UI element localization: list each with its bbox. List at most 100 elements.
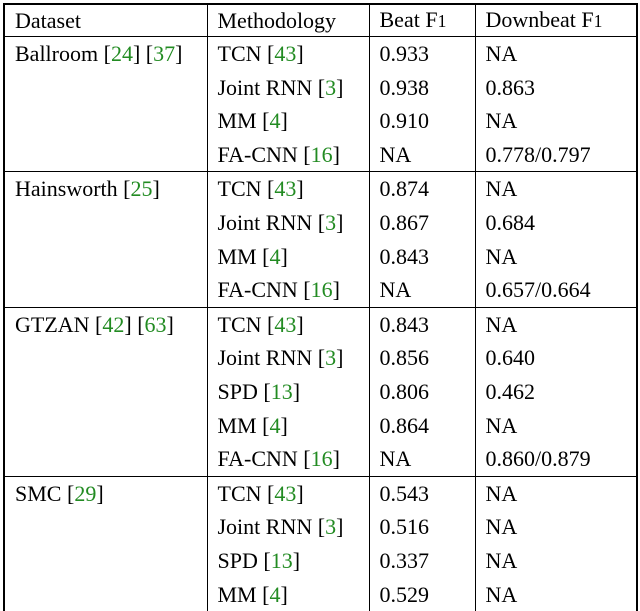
bracket: ] xyxy=(96,480,104,506)
method-cell: Joint RNN [3] xyxy=(206,341,370,375)
bracket: [ xyxy=(267,311,275,337)
downbeat-f1-value: NA xyxy=(474,171,638,206)
citation-number[interactable]: 4 xyxy=(269,581,281,607)
table-row: GTZAN [42] [63] TCN [43] 0.843 NA xyxy=(3,306,638,477)
bracket: ] xyxy=(175,41,183,66)
citation-number[interactable]: 4 xyxy=(269,243,281,269)
method-cell: Joint RNN [3] xyxy=(206,70,370,105)
citation-number[interactable]: 43 xyxy=(274,176,297,202)
citation-link[interactable]: [13] xyxy=(263,548,300,573)
citation-link[interactable]: [3] xyxy=(318,514,344,539)
citation-link[interactable]: [4] xyxy=(262,413,288,438)
bracket: ] xyxy=(296,480,304,506)
citation-number[interactable]: 16 xyxy=(310,277,333,303)
dataset-label: GTZAN xyxy=(15,311,90,337)
dataset-label: SMC xyxy=(15,480,62,506)
method-label: MM xyxy=(217,108,257,134)
citation-link[interactable]: [3] xyxy=(318,210,344,235)
table-row: SMC [29] TCN [43] 0.543 NA xyxy=(3,475,638,611)
citation-link[interactable]: [16] xyxy=(303,142,340,167)
bracket: [ xyxy=(317,74,326,100)
method-label: Joint RNN xyxy=(217,514,313,540)
citation-link[interactable]: [43] xyxy=(267,481,304,506)
method-cell: MM [4] xyxy=(206,408,370,443)
bracket: ] xyxy=(292,378,301,404)
method-cell: Joint RNN [3] xyxy=(206,205,370,240)
citation-number[interactable]: 24 xyxy=(110,41,133,66)
citation-number[interactable]: 3 xyxy=(325,345,337,371)
header-label: Beat F xyxy=(379,7,438,32)
citation-link[interactable]: [13] xyxy=(263,379,300,404)
bracket: ] xyxy=(332,446,340,472)
citation-link[interactable]: [43] xyxy=(267,312,304,337)
citation-number[interactable]: 43 xyxy=(274,41,297,66)
citation-link[interactable]: [43] xyxy=(267,176,304,201)
table-row: Joint RNN [3] 0.856 0.640 xyxy=(4,341,638,375)
method-cell: MM [4] xyxy=(206,104,370,138)
citation-link[interactable]: [4] xyxy=(262,582,288,607)
citation-number[interactable]: 63 xyxy=(144,311,167,337)
bracket: [ xyxy=(317,345,326,371)
method-cell: SPD [13] xyxy=(206,374,370,409)
bracket: [ xyxy=(263,547,271,573)
bracket: ] xyxy=(132,41,141,66)
citation-link[interactable]: [25] xyxy=(123,176,160,201)
bracket: [ xyxy=(262,581,270,607)
citation-number[interactable]: 37 xyxy=(153,41,176,66)
bracket: ] xyxy=(280,243,288,269)
table-row: FA-CNN [16] NA 0.657/0.664 xyxy=(4,273,638,308)
citation-number[interactable]: 3 xyxy=(325,209,337,235)
citation-link[interactable]: [37] xyxy=(146,41,183,66)
dataset-cell-smc: SMC [29] xyxy=(3,475,208,611)
downbeat-f1-value: NA xyxy=(474,408,638,443)
citation-link[interactable]: [43] xyxy=(267,41,304,66)
method-label: TCN xyxy=(217,41,262,66)
citation-link[interactable]: [42] xyxy=(95,312,132,337)
bracket: [ xyxy=(263,378,271,404)
downbeat-f1-value: NA xyxy=(474,239,638,274)
citation-number[interactable]: 42 xyxy=(102,311,125,337)
citation-number[interactable]: 13 xyxy=(270,378,293,404)
citation-number[interactable]: 16 xyxy=(310,141,333,167)
citation-number[interactable]: 3 xyxy=(325,514,337,540)
bracket: [ xyxy=(262,412,270,438)
method-cell: TCN [43] xyxy=(206,306,370,342)
citation-link[interactable]: [3] xyxy=(318,75,344,100)
method-label: FA-CNN xyxy=(217,141,298,167)
citation-link[interactable]: [4] xyxy=(262,108,288,133)
bracket: [ xyxy=(317,514,326,540)
bracket: ] xyxy=(332,141,340,167)
citation-link[interactable]: [16] xyxy=(303,446,340,471)
beat-f1-value: 0.543 xyxy=(368,475,476,511)
downbeat-f1-value: NA xyxy=(474,104,638,138)
citation-link[interactable]: [16] xyxy=(303,277,340,302)
bracket: ] xyxy=(336,514,344,540)
citation-link[interactable]: [63] xyxy=(137,312,174,337)
citation-number[interactable]: 13 xyxy=(270,547,293,573)
citation-link[interactable]: [29] xyxy=(67,481,104,506)
downbeat-f1-value: 0.657/0.664 xyxy=(474,273,638,308)
method-label: SPD xyxy=(217,378,258,404)
citation-link[interactable]: [24] xyxy=(104,41,141,66)
beat-f1-value: NA xyxy=(368,442,476,477)
citation-number[interactable]: 16 xyxy=(310,446,333,472)
citation-number[interactable]: 3 xyxy=(325,74,337,100)
citation-number[interactable]: 43 xyxy=(274,311,297,337)
citation-number[interactable]: 43 xyxy=(274,480,297,506)
bracket: [ xyxy=(267,41,275,66)
header-label: Methodology xyxy=(217,7,337,33)
citation-number[interactable]: 4 xyxy=(269,108,281,134)
citation-link[interactable]: [4] xyxy=(262,244,288,269)
bracket: [ xyxy=(303,446,311,472)
citation-number[interactable]: 29 xyxy=(74,480,97,506)
downbeat-f1-value: NA xyxy=(474,510,638,544)
citation-link[interactable]: [3] xyxy=(318,345,344,370)
bracket: [ xyxy=(303,277,311,303)
method-cell: TCN [43] xyxy=(206,35,370,71)
citation-number[interactable]: 25 xyxy=(130,176,153,202)
column-header-methodology: Methodology xyxy=(206,4,370,37)
beat-f1-value: 0.864 xyxy=(368,408,476,443)
citation-number[interactable]: 4 xyxy=(269,412,281,438)
method-label: Joint RNN xyxy=(217,345,313,371)
